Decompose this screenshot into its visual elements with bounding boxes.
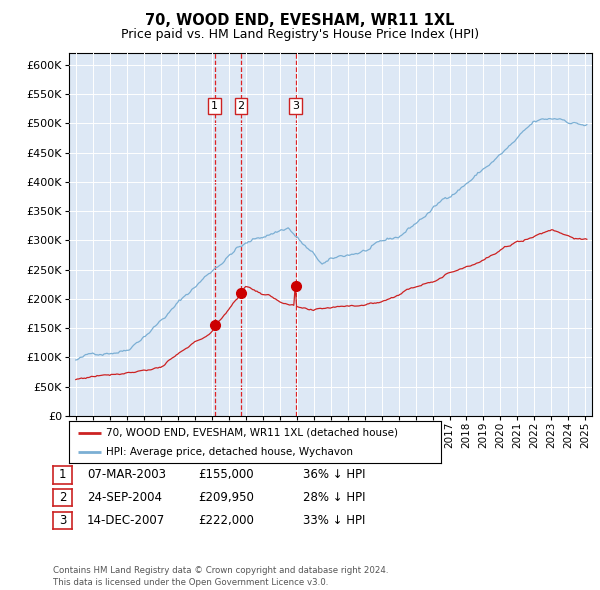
Text: £222,000: £222,000 — [198, 514, 254, 527]
Text: 07-MAR-2003: 07-MAR-2003 — [87, 468, 166, 481]
Text: 2: 2 — [59, 491, 66, 504]
Text: 24-SEP-2004: 24-SEP-2004 — [87, 491, 162, 504]
Text: 36% ↓ HPI: 36% ↓ HPI — [303, 468, 365, 481]
Text: Contains HM Land Registry data © Crown copyright and database right 2024.
This d: Contains HM Land Registry data © Crown c… — [53, 566, 388, 587]
Text: Price paid vs. HM Land Registry's House Price Index (HPI): Price paid vs. HM Land Registry's House … — [121, 28, 479, 41]
Text: £209,950: £209,950 — [198, 491, 254, 504]
Text: 2: 2 — [238, 101, 245, 111]
Text: £155,000: £155,000 — [198, 468, 254, 481]
Text: 70, WOOD END, EVESHAM, WR11 1XL: 70, WOOD END, EVESHAM, WR11 1XL — [145, 13, 455, 28]
Text: 3: 3 — [292, 101, 299, 111]
Text: 1: 1 — [211, 101, 218, 111]
Text: 28% ↓ HPI: 28% ↓ HPI — [303, 491, 365, 504]
Text: 33% ↓ HPI: 33% ↓ HPI — [303, 514, 365, 527]
Text: 1: 1 — [59, 468, 66, 481]
Text: 70, WOOD END, EVESHAM, WR11 1XL (detached house): 70, WOOD END, EVESHAM, WR11 1XL (detache… — [106, 428, 398, 438]
Text: HPI: Average price, detached house, Wychavon: HPI: Average price, detached house, Wych… — [106, 447, 353, 457]
Text: 3: 3 — [59, 514, 66, 527]
Text: 14-DEC-2007: 14-DEC-2007 — [87, 514, 165, 527]
